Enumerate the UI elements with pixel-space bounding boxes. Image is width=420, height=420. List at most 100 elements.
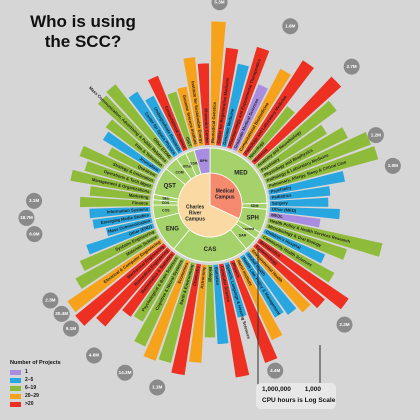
callout-bubble xyxy=(26,226,43,243)
bar xyxy=(92,212,152,229)
legend-label: >20 xyxy=(25,401,34,407)
bar-label: Statistics xyxy=(214,266,221,286)
callout-bubble xyxy=(384,157,401,174)
callout-label: 4.6M xyxy=(89,353,99,358)
legend-item: 20–29 xyxy=(10,392,61,400)
bar xyxy=(218,263,250,378)
school-label: SDM xyxy=(251,204,259,208)
bar xyxy=(134,257,186,347)
bar xyxy=(167,91,193,150)
bar xyxy=(122,251,176,317)
bar xyxy=(84,161,154,190)
bar xyxy=(263,228,326,264)
school-label: MED xyxy=(234,171,248,177)
bar xyxy=(102,131,162,174)
school-label: SPH xyxy=(246,215,258,221)
bar xyxy=(269,206,340,220)
bar xyxy=(216,47,239,146)
legend-label: 6–19 xyxy=(25,385,37,391)
school-label: QST xyxy=(164,184,177,190)
bar xyxy=(221,63,249,148)
bar xyxy=(133,254,181,322)
bar xyxy=(67,238,164,313)
school-label: SED xyxy=(162,197,170,201)
callouts-layer: 5.3M 1.6M 2.7M 1.2M 1.0M 2.2M 4.4M 1.1M 14.3M 4.6… xyxy=(18,0,401,396)
callout-label: 2.7M xyxy=(347,64,357,69)
school-label: COM xyxy=(175,170,183,174)
campus-label: Charles River Campus xyxy=(185,204,205,222)
bar xyxy=(242,60,314,158)
campus-core: Medical Campus Charles River Campus xyxy=(177,172,243,238)
bar xyxy=(268,212,321,228)
bar xyxy=(75,233,160,289)
bar xyxy=(79,228,157,272)
bar xyxy=(145,95,183,155)
legend-label: 1 xyxy=(25,369,28,375)
callout-bubble xyxy=(211,0,228,11)
callout-label: 6.9M xyxy=(29,231,39,236)
bar-label: MEDL xyxy=(271,212,284,219)
legend: Number of Projects 1 2–5 6–19 20–29 >20 xyxy=(10,360,61,408)
callout-bubble xyxy=(18,209,35,226)
bar xyxy=(269,186,331,201)
callout-bubble xyxy=(343,58,360,75)
bar-label: IS&T xyxy=(185,136,193,147)
bar xyxy=(158,261,196,363)
bar xyxy=(239,254,284,318)
bar xyxy=(213,264,229,345)
callout-label: 2.3M xyxy=(45,298,55,303)
bar xyxy=(183,57,204,146)
scale-caption: CPU hours is Log Scale xyxy=(262,397,336,404)
school-label: BPH xyxy=(200,159,208,163)
bar xyxy=(249,247,311,313)
bar xyxy=(86,223,155,255)
legend-item: >20 xyxy=(10,400,61,408)
bar xyxy=(96,247,171,327)
bar xyxy=(80,196,151,208)
callout-bubble xyxy=(42,292,59,309)
callout-bubble xyxy=(367,127,384,144)
scale-value-small: 1,000 xyxy=(304,386,322,393)
legend-item: 6–19 xyxy=(10,384,61,392)
bar xyxy=(97,95,169,165)
school-label: ENG xyxy=(166,226,179,232)
bar xyxy=(107,147,159,179)
bar-label: Photonics Center xyxy=(203,108,210,143)
bar xyxy=(128,91,178,158)
legend-swatch xyxy=(10,401,21,407)
bar xyxy=(258,124,328,174)
callout-bubble xyxy=(26,192,43,209)
bar xyxy=(256,238,349,310)
bar xyxy=(75,243,167,326)
callout-label: 1.1M xyxy=(152,385,162,390)
legend-label: 2–5 xyxy=(25,377,34,383)
callout-label: 1.6M xyxy=(285,23,295,28)
bar xyxy=(89,206,151,219)
school-label: CAS xyxy=(204,247,217,253)
bar xyxy=(267,218,383,257)
callout-label: 1.0M xyxy=(388,163,398,168)
bar-label: Surgery xyxy=(272,200,289,205)
bar xyxy=(265,223,348,260)
bar xyxy=(260,233,335,283)
callout-bubble xyxy=(336,316,353,333)
school-label: Other xyxy=(183,165,193,169)
bar xyxy=(264,132,372,184)
bar xyxy=(105,218,153,237)
bar xyxy=(266,146,379,190)
callout-bubble xyxy=(53,305,70,322)
school-label: CGS xyxy=(162,201,170,205)
bar xyxy=(204,264,216,338)
callout-label: 4.4M xyxy=(270,368,280,373)
legend-swatch xyxy=(10,385,21,391)
bar xyxy=(89,186,151,201)
callout-label: 14.3M xyxy=(119,370,132,375)
bar xyxy=(171,263,202,376)
bar xyxy=(269,197,329,207)
campus-label: Medical Campus xyxy=(215,189,235,201)
callout-bubble xyxy=(282,18,299,35)
bar-label: Astronomy xyxy=(199,266,206,289)
bar xyxy=(268,171,345,195)
